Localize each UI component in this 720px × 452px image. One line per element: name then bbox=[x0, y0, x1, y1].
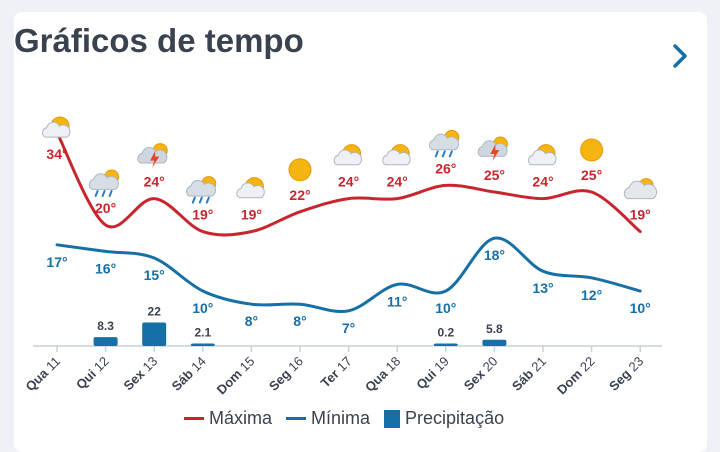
min-temp-label: 8° bbox=[245, 313, 258, 329]
max-temp-label: 19° bbox=[241, 207, 262, 223]
chart-legend: Máxima Mínima Precipitação bbox=[184, 408, 518, 429]
thunder-cloud-icon bbox=[477, 136, 508, 161]
x-axis-label: Seg 16 bbox=[266, 354, 306, 394]
cloud-icon bbox=[623, 178, 658, 200]
max-temp-label: 25° bbox=[581, 167, 602, 183]
rain-cloud-icon bbox=[429, 129, 460, 158]
max-temp-label: 34° bbox=[46, 146, 67, 162]
min-temp-label: 10° bbox=[435, 300, 456, 316]
chevron-right-icon[interactable] bbox=[665, 36, 695, 76]
max-temp-label: 25° bbox=[484, 167, 505, 183]
thunder-cloud-icon bbox=[137, 143, 168, 168]
min-temp-line bbox=[55, 236, 642, 314]
max-temp-label: 26° bbox=[435, 160, 456, 176]
x-axis-label: Sáb 14 bbox=[169, 354, 209, 394]
max-temp-label: 24° bbox=[532, 174, 553, 190]
precip-bar bbox=[433, 343, 458, 346]
min-temp-label: 13° bbox=[532, 280, 553, 296]
min-temp-label: 10° bbox=[192, 300, 213, 316]
x-axis-label: Qui 12 bbox=[73, 354, 112, 393]
legend-min-label: Mínima bbox=[311, 408, 371, 428]
max-temp-label: 19° bbox=[192, 207, 213, 223]
precip-bar bbox=[482, 339, 507, 346]
precip-bar bbox=[142, 322, 167, 346]
precip-bar bbox=[93, 337, 118, 346]
max-temp-label: 24° bbox=[387, 174, 408, 190]
x-axis-label: Qui 19 bbox=[413, 354, 452, 393]
min-temp-label: 15° bbox=[144, 267, 165, 283]
min-temp-label: 12° bbox=[581, 287, 602, 303]
sun-cloud-icon bbox=[528, 144, 557, 166]
sun-icon bbox=[288, 158, 312, 182]
sun-icon bbox=[580, 138, 604, 162]
legend-precip-label: Precipitação bbox=[405, 408, 505, 428]
x-axis-label: Qua 18 bbox=[362, 354, 403, 395]
max-temp-label: 19° bbox=[630, 207, 651, 223]
precip-label: 22 bbox=[148, 304, 162, 318]
max-temp-label: 24° bbox=[338, 174, 359, 190]
min-temp-label: 18° bbox=[484, 247, 505, 263]
min-temp-label: 16° bbox=[95, 260, 116, 276]
min-temp-label: 8° bbox=[293, 313, 306, 329]
legend-item-max[interactable]: Máxima bbox=[184, 408, 272, 429]
legend-max-swatch bbox=[184, 417, 204, 420]
x-axis-label: Seg 23 bbox=[606, 354, 646, 394]
legend-item-precip[interactable]: Precipitação bbox=[384, 408, 504, 429]
x-axis-label: Dom 15 bbox=[214, 354, 258, 398]
min-temp-label: 10° bbox=[630, 300, 651, 316]
min-temp-label: 7° bbox=[342, 320, 355, 336]
x-axis-label: Sáb 21 bbox=[509, 354, 549, 394]
legend-min-swatch bbox=[286, 417, 307, 420]
precip-bar bbox=[190, 343, 215, 346]
precip-label: 8.3 bbox=[97, 319, 114, 333]
precip-label: 0.2 bbox=[437, 326, 454, 340]
x-axis-label: Sex 13 bbox=[121, 354, 161, 394]
rain-cloud-icon bbox=[88, 169, 120, 197]
max-temp-line bbox=[55, 131, 642, 237]
precip-label: 2.1 bbox=[194, 326, 211, 340]
sun-cloud-icon bbox=[42, 116, 71, 138]
x-axis-label: Qua 11 bbox=[23, 354, 64, 395]
rain-cloud-icon bbox=[186, 176, 217, 204]
sun-cloud-icon bbox=[333, 144, 363, 166]
legend-precip-swatch bbox=[384, 409, 401, 428]
x-axis-label: Sex 20 bbox=[461, 354, 501, 394]
min-temp-label: 17° bbox=[46, 254, 67, 270]
max-temp-label: 22° bbox=[289, 187, 310, 203]
sun-cloud-icon bbox=[382, 144, 411, 166]
widget-title: Gráficos de tempo bbox=[14, 22, 304, 59]
min-temp-label: 11° bbox=[387, 293, 407, 309]
max-temp-label: 24° bbox=[144, 174, 165, 190]
legend-item-min[interactable]: Mínima bbox=[286, 408, 370, 429]
legend-max-label: Máxima bbox=[209, 408, 273, 428]
max-temp-label: 20° bbox=[95, 200, 116, 216]
precip-label: 5.8 bbox=[486, 322, 503, 336]
sun-cloud-icon bbox=[236, 177, 265, 199]
weather-charts-card bbox=[14, 12, 707, 452]
x-axis-label: Dom 22 bbox=[554, 354, 598, 398]
x-axis-label: Ter 17 bbox=[318, 354, 355, 391]
